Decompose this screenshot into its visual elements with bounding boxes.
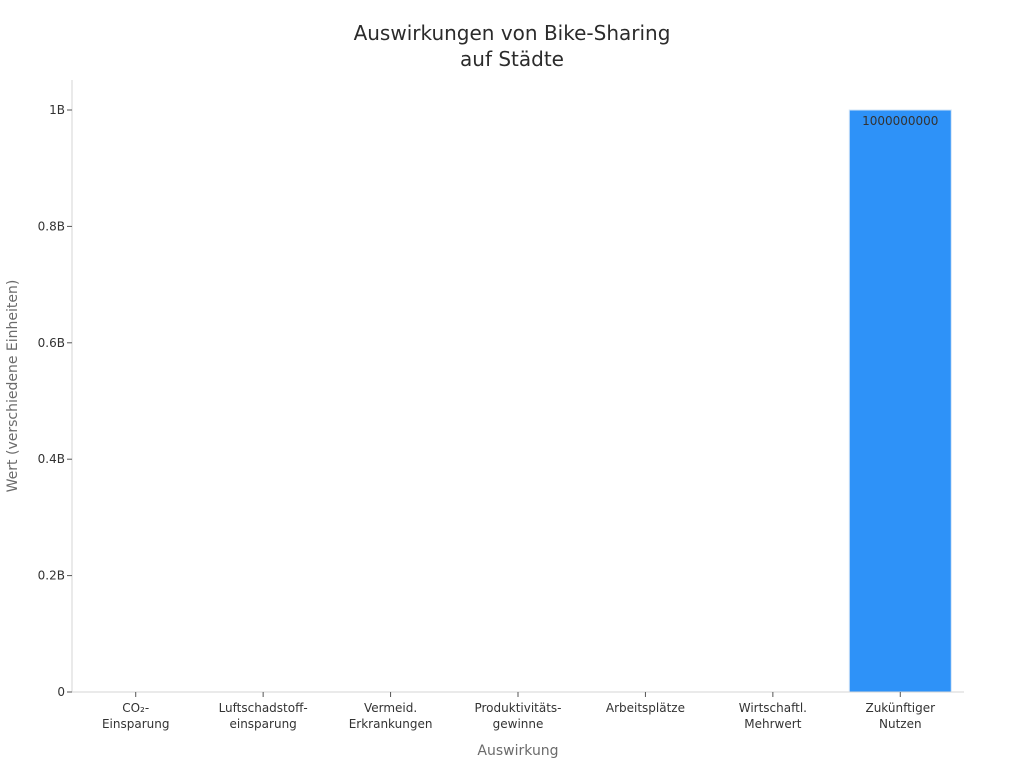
y-tick-label: 0.6B (38, 336, 65, 350)
plot-area: 1000000000 (848, 109, 952, 693)
y-tick-label: 1B (49, 103, 65, 117)
y-tick-label: 0.8B (38, 219, 65, 233)
x-axis-title: Auswirkung (477, 743, 558, 759)
bar-data-label: 1000000000 (862, 114, 938, 128)
x-tick-label: Arbeitsplätze (606, 701, 685, 715)
y-axis: 0 0.2B 0.4B 0.6B 0.8B 1B (38, 80, 73, 699)
y-axis-title: Wert (verschiedene Einheiten) (5, 280, 21, 493)
y-tick-label: 0 (57, 685, 65, 699)
chart-title-line-2: auf Städte (460, 47, 564, 71)
x-tick-label: Wirtschaftl. Mehrwert (739, 701, 807, 731)
x-tick-label: CO₂-Einsparung (102, 701, 170, 731)
x-tick-label: Zukünftiger Nutzen (865, 701, 935, 731)
chart-title: Auswirkungen von Bike-Sharing auf Städte (0, 20, 1024, 72)
x-tick-label: Produktivitäts-gewinne (474, 701, 561, 731)
chart-title-line-1: Auswirkungen von Bike-Sharing (353, 21, 671, 45)
bar (848, 109, 952, 693)
y-tick-label: 0.2B (38, 569, 65, 583)
y-tick-label: 0.4B (38, 452, 65, 466)
x-tick-label: Luftschadstoff-einsparung (219, 701, 308, 731)
x-tick-label: Vermeid. Erkrankungen (349, 701, 433, 731)
x-axis: CO₂-Einsparung Luftschadstoff-einsparung V… (72, 691, 964, 731)
